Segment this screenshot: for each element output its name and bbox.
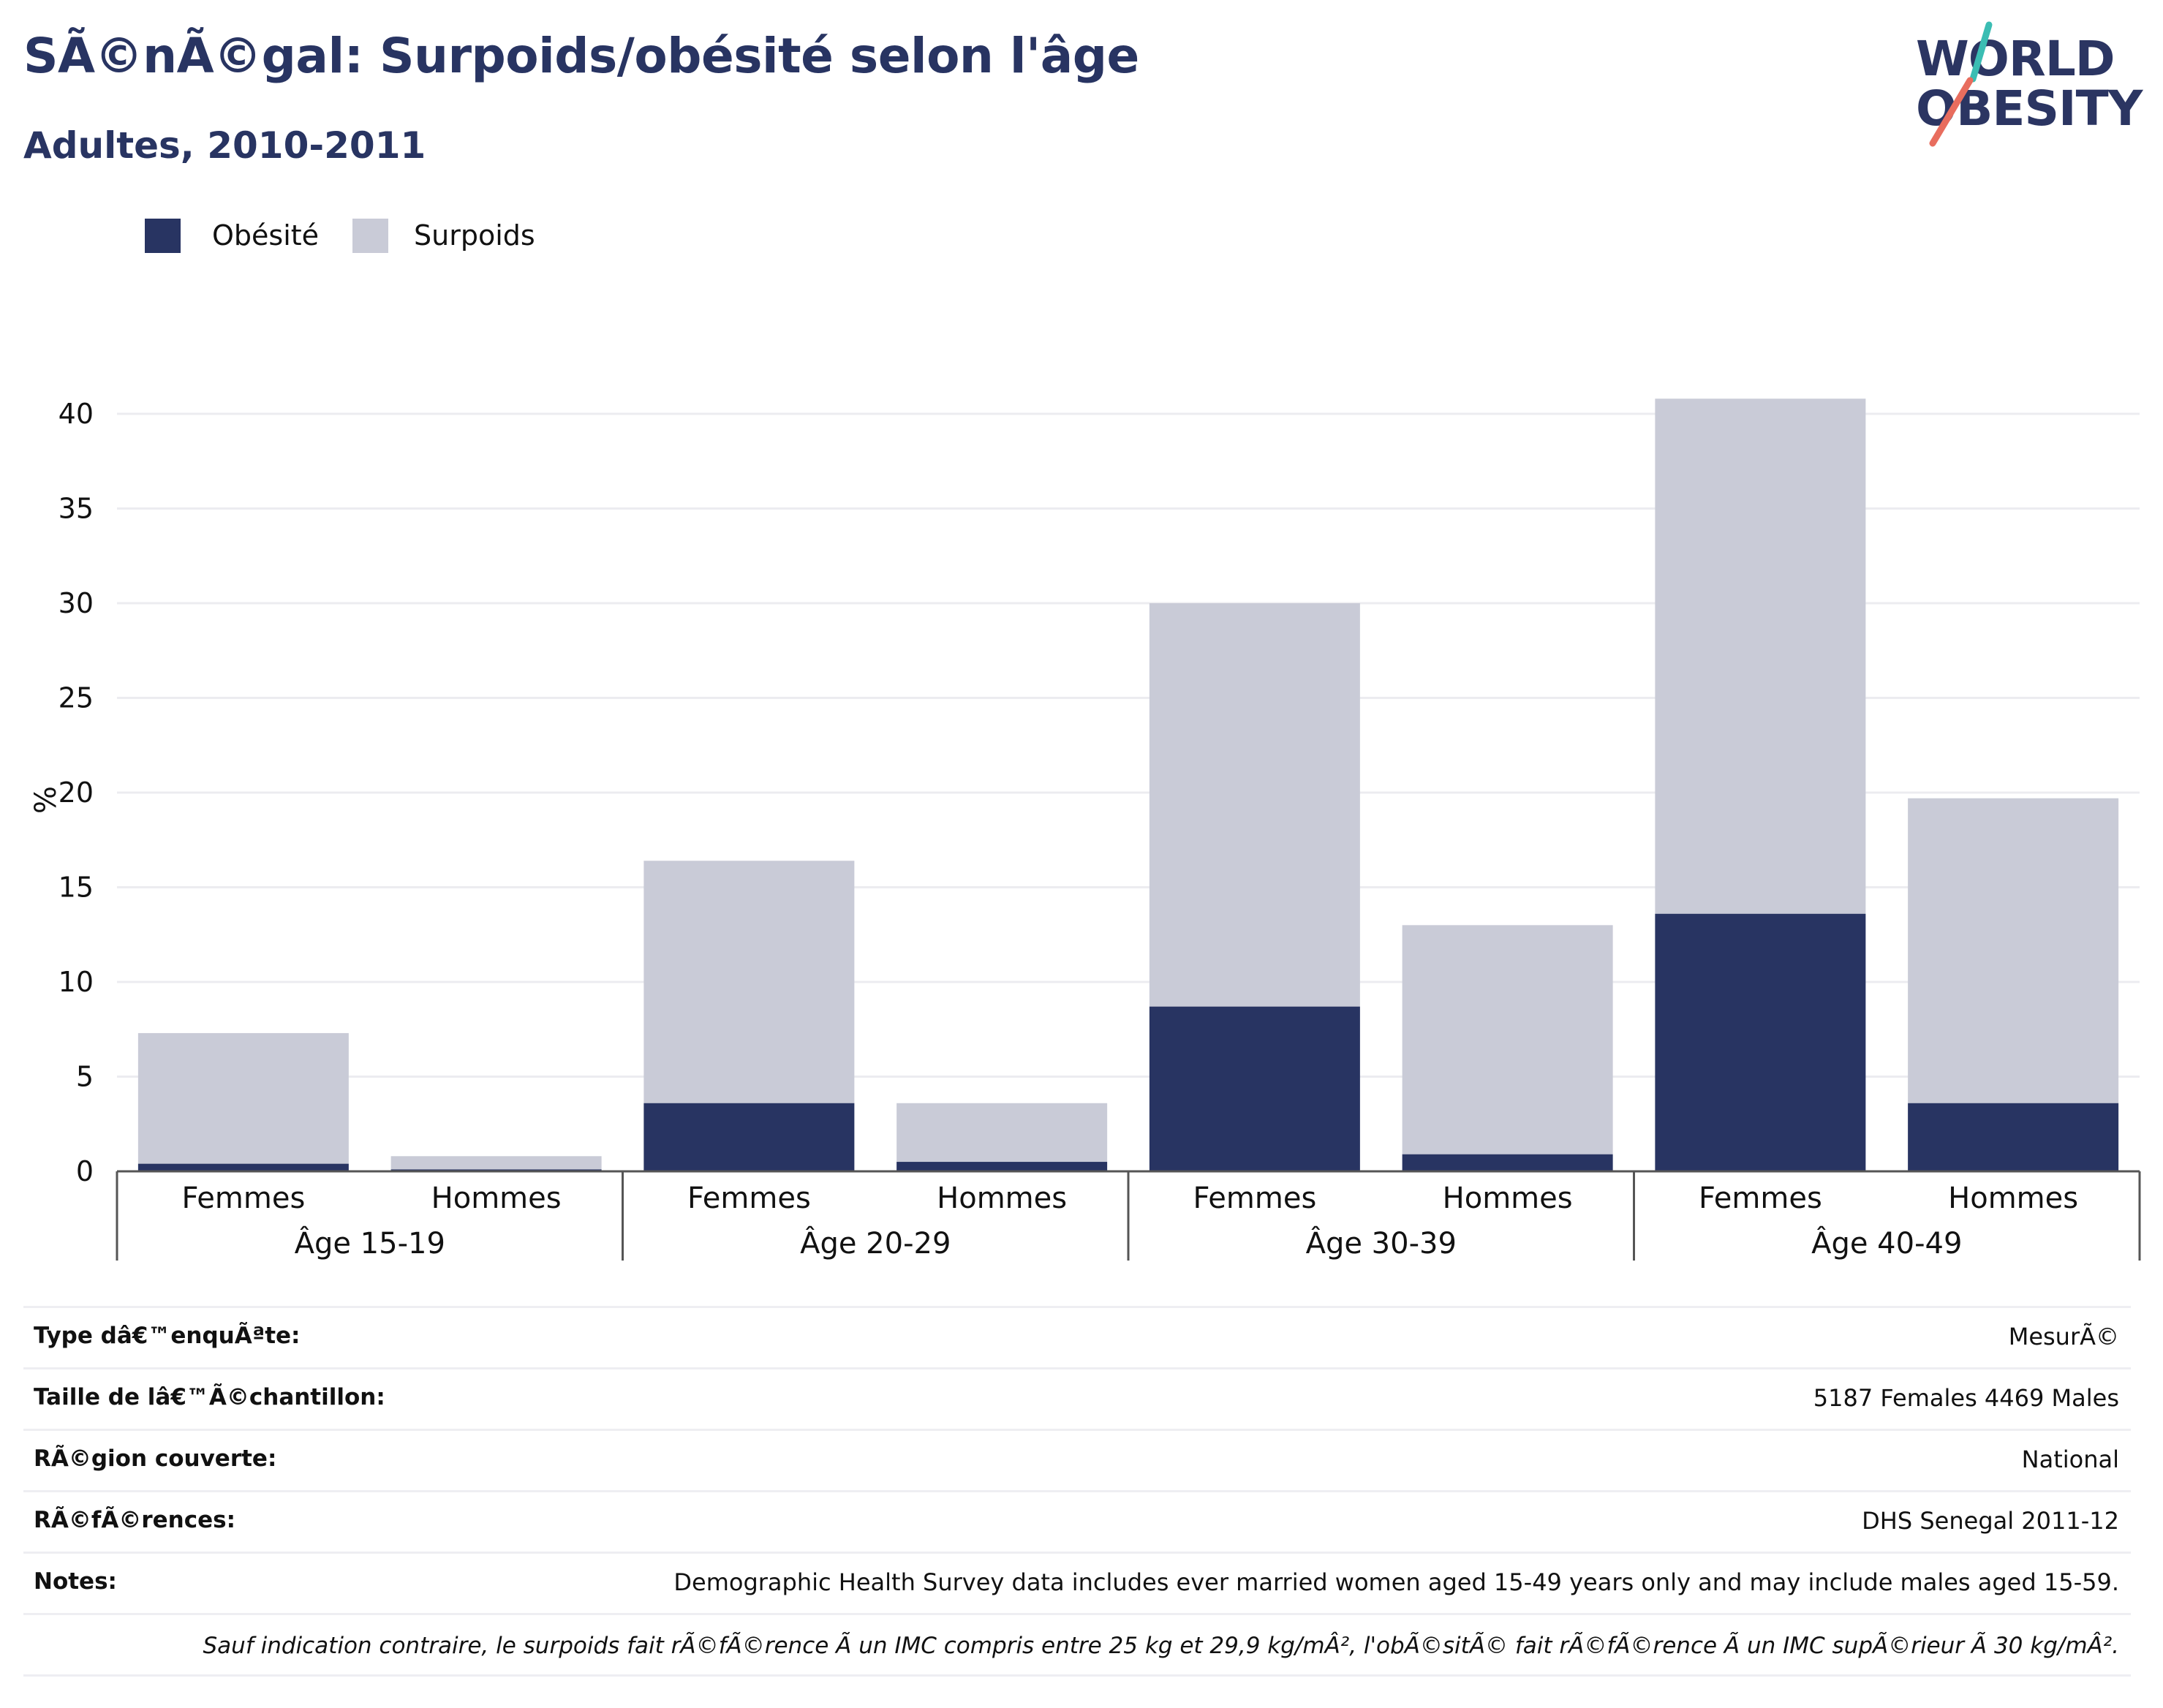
- info-value: National: [2021, 1446, 2119, 1473]
- y-tick-label: 20: [58, 776, 94, 809]
- bar-overweight: [390, 1156, 602, 1170]
- bar-obesity: [1655, 913, 1866, 1171]
- y-tick-label: 0: [76, 1155, 94, 1187]
- bar-overweight: [896, 1103, 1108, 1163]
- y-tick-label: 35: [58, 493, 94, 525]
- info-value: 5187 Females 4469 Males: [1813, 1384, 2119, 1412]
- world-obesity-logo: WORLD OBESITY: [1909, 20, 2143, 152]
- x-group-label: Âge 15-19: [295, 1225, 445, 1261]
- bar-obesity: [1149, 1006, 1360, 1171]
- info-label: Notes:: [34, 1568, 117, 1595]
- bar-overweight: [1655, 398, 1866, 914]
- info-row-references: RÃ©fÃ©rences: DHS Senegal 2011-12: [23, 1490, 2131, 1552]
- info-row-survey-type: Type dâ€™enquÃªte: MesurÃ©: [23, 1306, 2131, 1367]
- bar-obesity: [1908, 1103, 2119, 1171]
- bar-obesity: [643, 1103, 855, 1171]
- chart-title: SÃ©nÃ©gal: Surpoids/obésité selon l'âge: [23, 28, 1139, 84]
- info-row-notes: Notes: Demographic Health Survey data in…: [23, 1552, 2131, 1613]
- x-tick-label-sex: Hommes: [431, 1182, 562, 1215]
- x-group-label: Âge 20-29: [800, 1225, 951, 1261]
- survey-info-table: Type dâ€™enquÃªte: MesurÃ© Taille de lâ€…: [23, 1306, 2131, 1677]
- y-tick-label: 40: [58, 398, 94, 430]
- footnote-text: Sauf indication contraire, le surpoids f…: [203, 1633, 2120, 1659]
- bar-obesity: [896, 1162, 1108, 1171]
- info-value: DHS Senegal 2011-12: [1862, 1507, 2119, 1535]
- y-tick-label: 5: [76, 1061, 94, 1093]
- y-axis-title: %: [29, 786, 63, 814]
- bar-overweight: [643, 861, 855, 1103]
- x-tick-label-sex: Femmes: [181, 1182, 305, 1215]
- y-tick-label: 10: [58, 966, 94, 998]
- y-tick-label: 30: [58, 587, 94, 619]
- info-row-footnote: Sauf indication contraire, le surpoids f…: [23, 1613, 2131, 1677]
- legend-swatch-obesity: [145, 219, 181, 253]
- legend-swatch-overweight: [352, 219, 388, 253]
- bar-obesity: [137, 1163, 349, 1171]
- info-label: RÃ©gion couverte:: [34, 1446, 277, 1472]
- x-tick-label-sex: Femmes: [1193, 1182, 1316, 1215]
- x-tick-label-sex: Femmes: [1699, 1182, 1822, 1215]
- y-tick-label: 15: [58, 872, 94, 904]
- x-group-label: Âge 40-49: [1811, 1225, 1962, 1261]
- info-value: Demographic Health Survey data includes …: [673, 1568, 2119, 1596]
- info-value: MesurÃ©: [2008, 1323, 2119, 1350]
- stacked-bar-chart: 0 5 10 15 20 25 30 35 40% Femmes Hommes Femmes Homme…: [29, 398, 2141, 1261]
- bar-obesity: [1402, 1154, 1613, 1171]
- legend-label-overweight: Surpoids: [414, 219, 535, 252]
- info-label: RÃ©fÃ©rences:: [34, 1507, 235, 1533]
- legend-label-obesity: Obésité: [212, 219, 320, 252]
- bar-overweight: [1149, 603, 1360, 1007]
- chart-subtitle: Adultes, 2010-2011: [23, 124, 426, 167]
- x-tick-label-sex: Hommes: [1443, 1182, 1573, 1215]
- logo-slash-icon: [1929, 21, 1993, 147]
- info-label: Taille de lâ€™Ã©chantillon:: [34, 1384, 385, 1410]
- x-tick-label-sex: Hommes: [1948, 1182, 2078, 1215]
- y-tick-label: 25: [58, 682, 94, 714]
- info-row-sample-size: Taille de lâ€™Ã©chantillon: 5187 Females…: [23, 1367, 2131, 1429]
- bar-overweight: [1908, 798, 2119, 1103]
- x-tick-label-sex: Femmes: [687, 1182, 811, 1215]
- x-group-label: Âge 30-39: [1306, 1225, 1457, 1261]
- info-label: Type dâ€™enquÃªte:: [34, 1323, 301, 1349]
- bar-overweight: [1402, 925, 1613, 1155]
- info-row-region: RÃ©gion couverte: National: [23, 1429, 2131, 1490]
- x-tick-label-sex: Hommes: [937, 1182, 1067, 1215]
- bar-overweight: [137, 1032, 349, 1164]
- logo-word-1: WORLD: [1916, 31, 2115, 87]
